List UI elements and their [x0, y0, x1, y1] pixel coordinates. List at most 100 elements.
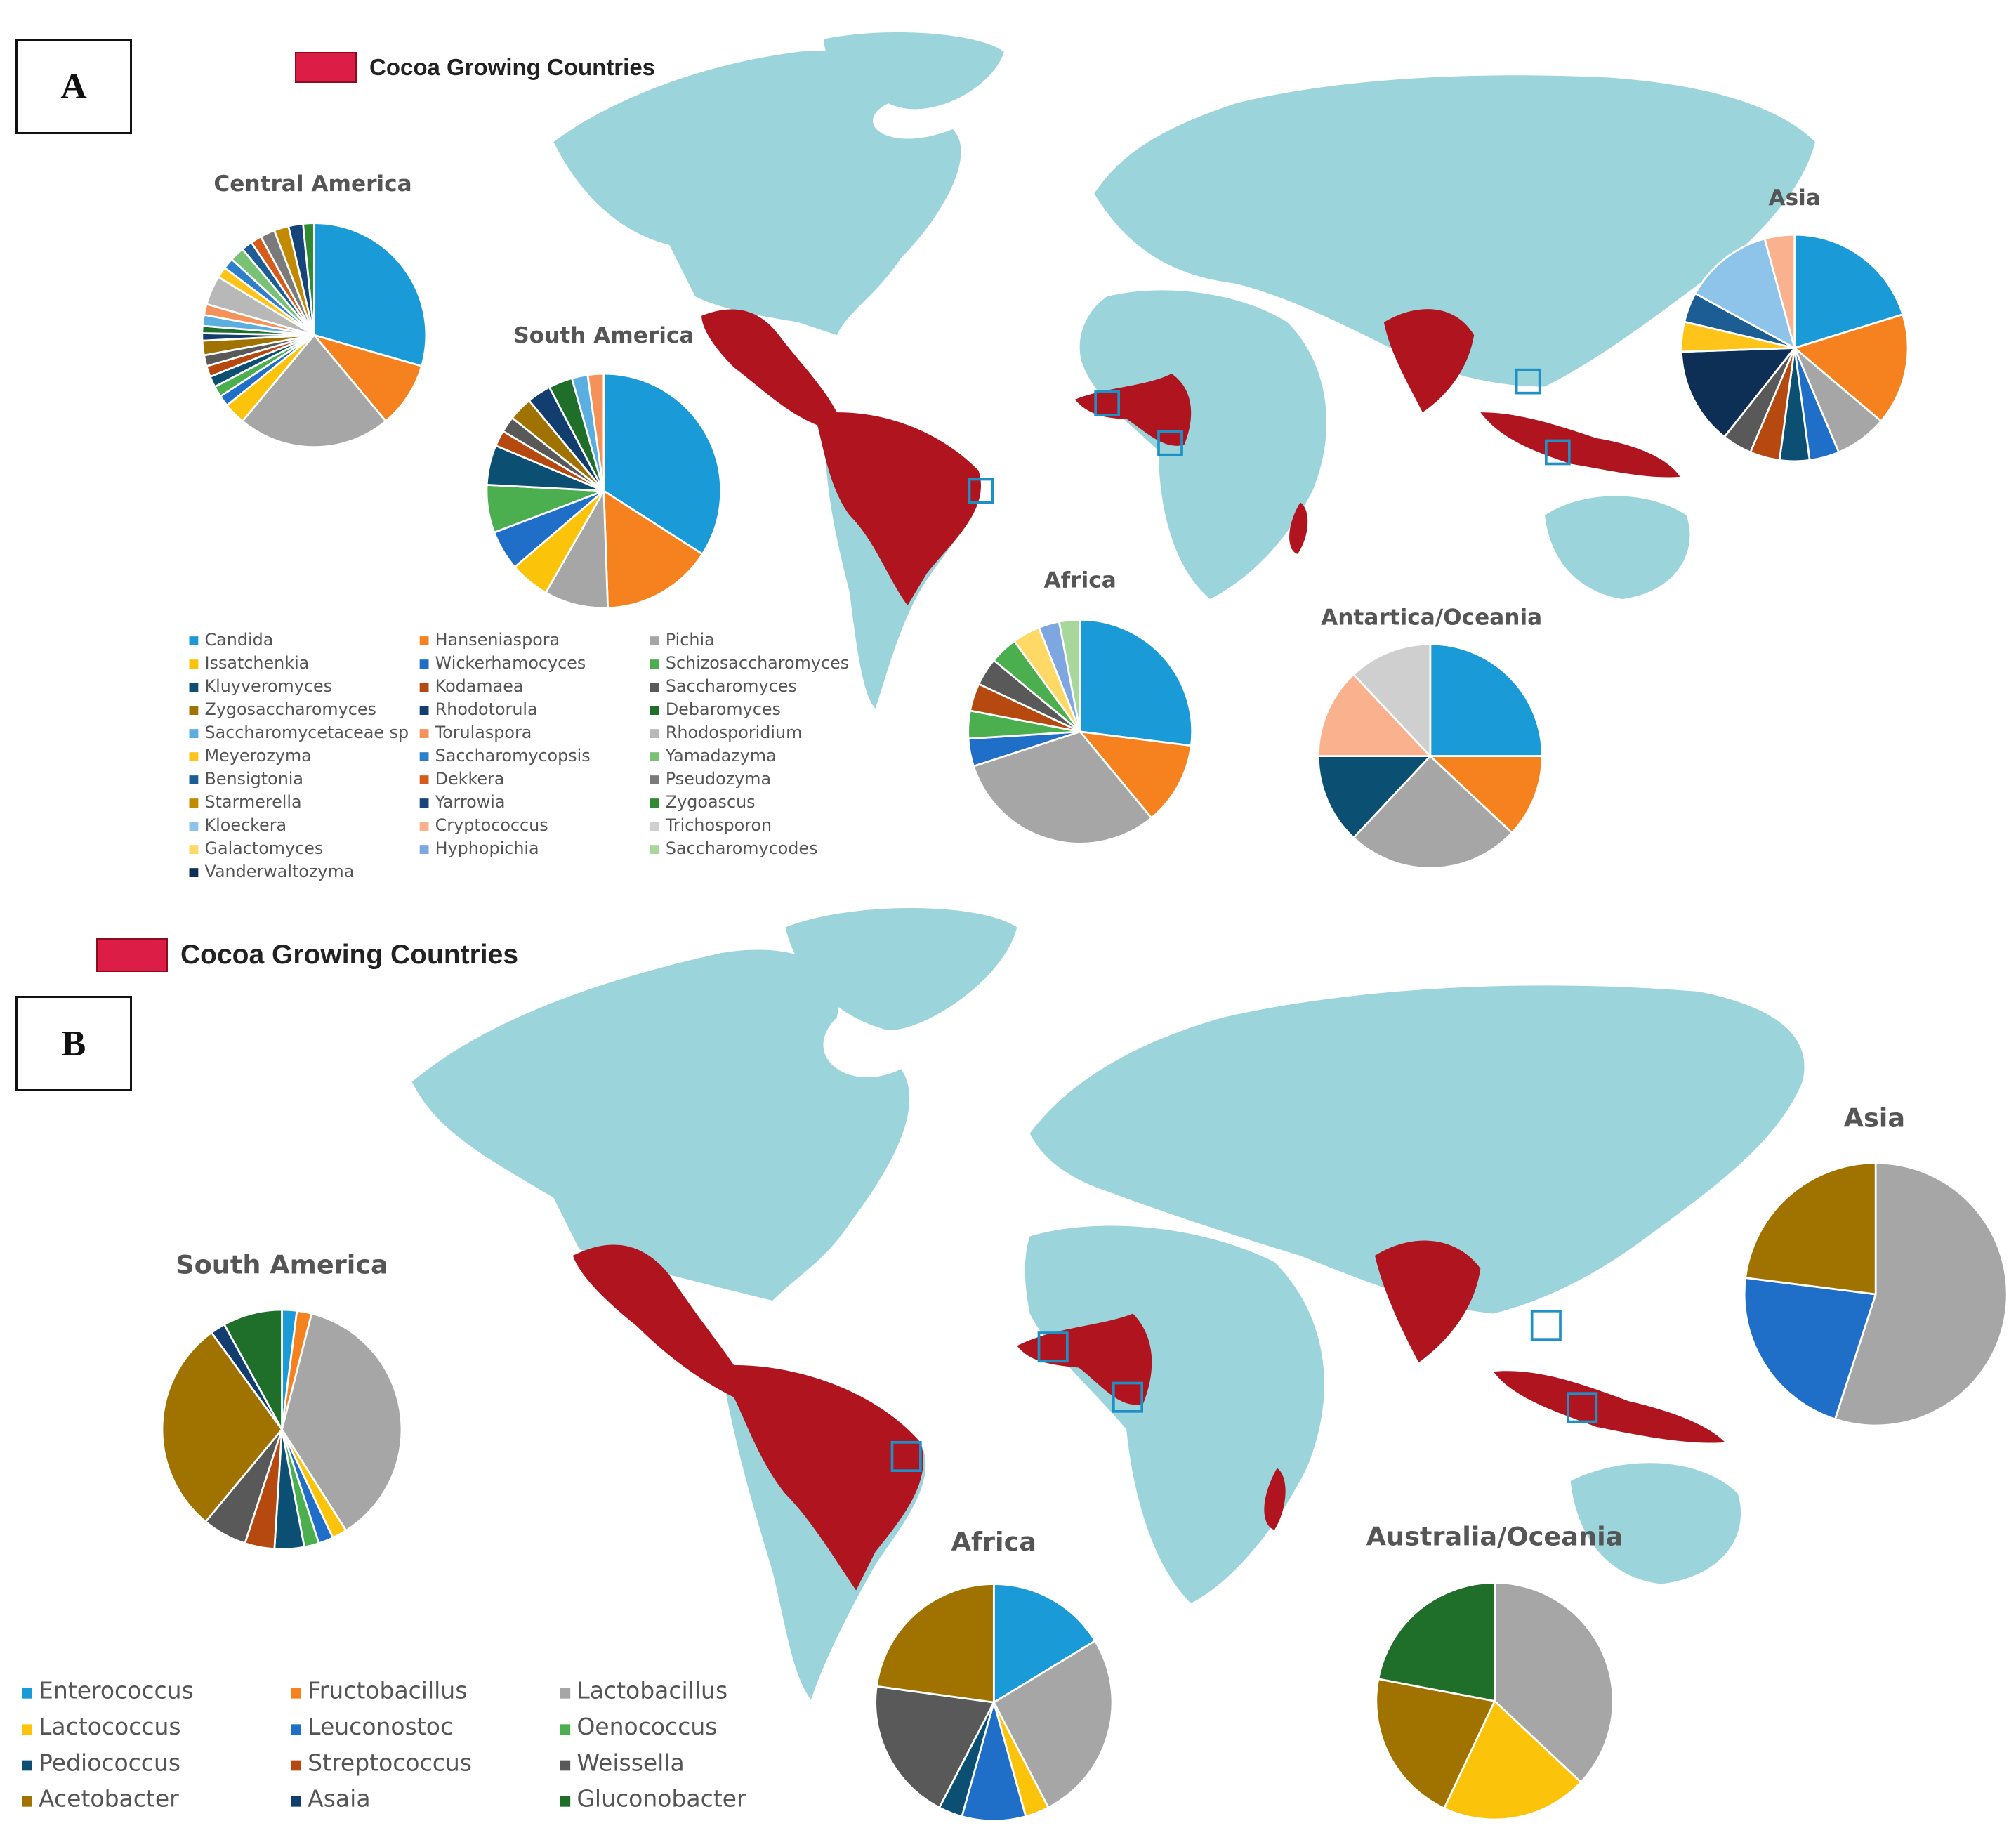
legend-item-yamadazyma: Yamadazyma	[650, 746, 777, 765]
legend-label: Galactomyces	[205, 838, 324, 858]
cocoa-legend-label: Cocoa Growing Countries	[180, 940, 519, 970]
pie-slice-pichia	[972, 730, 1153, 845]
legend-item-yarrowia: Yarrowia	[419, 792, 505, 812]
pie-slice-gluconobacter	[1377, 1581, 1496, 1702]
legend-swatch	[22, 1688, 32, 1699]
legend-label: Hyphopichia	[435, 838, 539, 858]
europe-asia-landmass	[1094, 75, 1815, 387]
legend-item-wickerhamocyces: Wickerhamocyces	[419, 653, 586, 673]
legend-label: Enterococcus	[39, 1677, 194, 1704]
legend-item-streptococcus: Streptococcus	[291, 1749, 472, 1776]
legend-swatch	[419, 729, 429, 738]
legend-swatch	[560, 1796, 571, 1807]
legend-swatch	[419, 775, 429, 784]
legend-swatch	[419, 822, 429, 831]
legend-item-schizosaccharomyces: Schizosaccharomyces	[650, 653, 849, 673]
legend-item-oenococcus: Oenococcus	[560, 1713, 717, 1740]
pie-charts: Central America South America Asia Africa An…	[161, 171, 2008, 1822]
panel-label-b: B	[15, 996, 132, 1091]
legend-swatch	[291, 1724, 301, 1735]
legend-item-torulaspora: Torulaspora	[419, 723, 532, 742]
legend-swatch	[189, 868, 199, 877]
pie-slice-enterococcus	[992, 1583, 1097, 1704]
pie-slice-lactobacillus	[1833, 1162, 2008, 1427]
legend-label: Hanseniaspora	[435, 630, 560, 650]
pie-slice-leuconostoc	[1743, 1277, 1877, 1421]
legend-swatch	[419, 845, 429, 854]
pie-title: Africa	[1044, 568, 1116, 593]
legend-swatch	[419, 706, 429, 715]
pie-title: Australia/Oceania	[1366, 1522, 1623, 1552]
pie-chart-b-africa: Africa	[874, 1527, 1114, 1822]
legend-swatch	[560, 1760, 571, 1771]
cocoa-region-madagascar	[1289, 502, 1308, 554]
legend-item-acetobacter: Acetobacter	[22, 1785, 179, 1813]
pie-slice-weissella	[874, 1685, 996, 1809]
legend-swatch	[650, 706, 659, 715]
legend-swatch	[291, 1796, 301, 1807]
cocoa-legend-b: Cocoa Growing Countries	[96, 938, 518, 972]
legend-item-zygoascus: Zygoascus	[650, 792, 756, 812]
pie-slice-hanseniaspora	[311, 333, 423, 423]
legend-label: Issatchenkia	[205, 653, 310, 673]
legend-label: Acetobacter	[39, 1785, 179, 1813]
pie-slice-candida	[1429, 643, 1543, 758]
sampling-marker	[1112, 1381, 1143, 1413]
cocoa-region-latin-america	[572, 1244, 924, 1591]
legend-label: Fructobacillus	[308, 1677, 467, 1704]
legend-item-cryptococcus: Cryptococcus	[419, 815, 548, 835]
legend-label: Trichosporon	[665, 815, 772, 835]
pie-slice-acetobacter	[1375, 1678, 1496, 1810]
legend-swatch	[189, 729, 199, 738]
legend-swatch	[560, 1724, 571, 1735]
pie-slice-lactobacillus	[992, 1639, 1114, 1809]
legend-item-pseudozyma: Pseudozyma	[650, 769, 771, 789]
cocoa-legend-label: Cocoa Growing Countries	[369, 54, 656, 80]
legend-label: Asaia	[308, 1785, 370, 1813]
pie-chart-a-africa: Africa	[967, 568, 1194, 845]
pie-slice-zygoascus	[302, 222, 315, 336]
legend-item-saccharomyces: Saccharomyces	[650, 676, 797, 696]
legend-label: Pediococcus	[39, 1749, 180, 1776]
sampling-marker	[1094, 390, 1120, 416]
pie-title: Asia	[1844, 1103, 1906, 1133]
cocoa-region-southeast-asia	[1480, 412, 1680, 478]
legend-item-asaia: Asaia	[291, 1785, 371, 1813]
cocoa-swatch	[295, 52, 357, 83]
pie-chart-b-asia: Asia	[1743, 1103, 2008, 1427]
legend-swatch	[419, 683, 429, 692]
pie-chart-a-south-america: South America	[485, 323, 723, 610]
legend-label: Streptococcus	[308, 1749, 472, 1776]
pie-slice-acetobacter	[161, 1331, 284, 1523]
legend-item-lactococcus: Lactococcus	[22, 1713, 181, 1740]
legend-item-rhodotorula: Rhodotorula	[419, 699, 538, 719]
legend-item-saccharomycopsis: Saccharomycopsis	[419, 746, 591, 765]
legend-item-kodamaea: Kodamaea	[419, 676, 523, 696]
legend-item-trichosporon: Trichosporon	[650, 815, 772, 835]
legend-label: Vanderwaltozyma	[205, 862, 355, 881]
legend-label: Rhodosporidium	[666, 723, 803, 742]
legend-item-hanseniaspora: Hanseniaspora	[419, 630, 560, 650]
europe-asia-landmass	[1029, 985, 1805, 1314]
pie-slice-candida	[312, 222, 428, 368]
legend-swatch	[650, 729, 659, 738]
legend-item-saccharomycodes: Saccharomycodes	[650, 838, 818, 858]
pie-title: Africa	[951, 1527, 1036, 1557]
legend-label: Rhodotorula	[435, 699, 538, 719]
legend-swatch	[419, 798, 429, 808]
legend-item-zygosaccharomyces: Zygosaccharomyces	[189, 699, 376, 719]
legend-panel-a: Candida Hanseniaspora Pichia Issatchenkia Wi…	[189, 630, 849, 881]
legend-item-lactobacillus: Lactobacillus	[560, 1677, 727, 1704]
north-america-landmass	[553, 51, 961, 336]
sampling-marker	[890, 1441, 922, 1472]
legend-label: Zygoascus	[666, 792, 756, 812]
pie-slice-kluyveromyces	[1317, 755, 1433, 839]
legend-label: Lactobacillus	[577, 1677, 727, 1704]
legend-item-leuconostoc: Leuconostoc	[291, 1713, 453, 1740]
legend-item-candida: Candida	[189, 630, 273, 650]
legend-swatch	[650, 775, 659, 784]
cocoa-region-west-africa	[1017, 1313, 1152, 1405]
legend-swatch	[650, 636, 659, 645]
pie-title: South America	[176, 1250, 388, 1280]
